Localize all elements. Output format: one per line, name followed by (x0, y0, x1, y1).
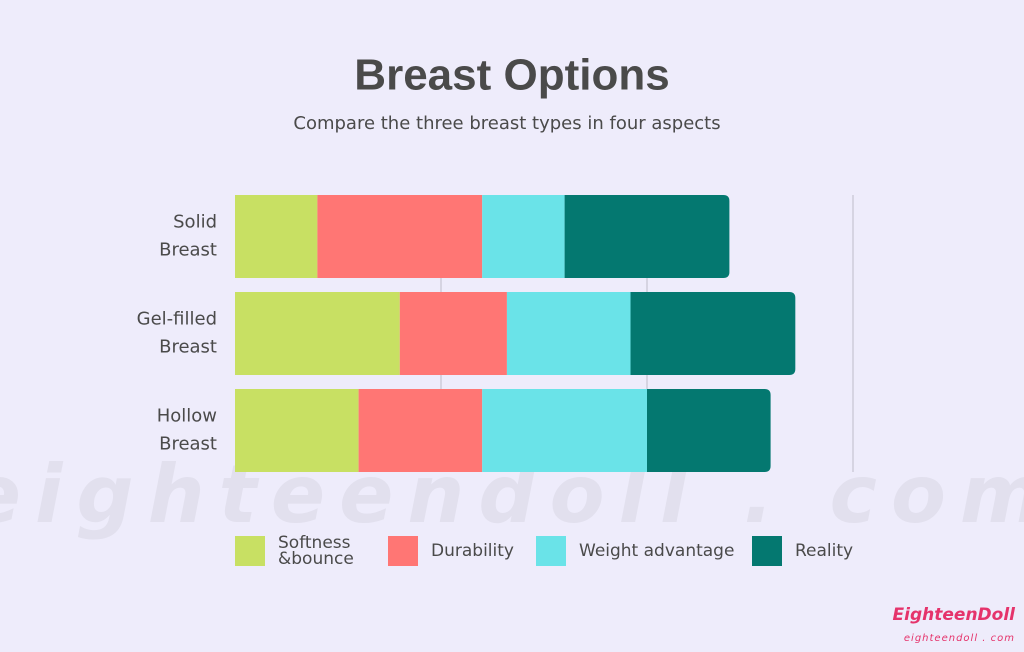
y-tick-label: Gel-filled Breast (137, 309, 217, 358)
bar-segment (482, 389, 647, 472)
y-tick-label: Solid Breast (159, 212, 217, 261)
bar-segment (235, 389, 359, 472)
chart-subtitle: Compare the three breast types in four a… (293, 113, 720, 134)
legend-label: Reality (795, 541, 853, 561)
bar-segment (564, 195, 730, 278)
chart-title: Breast Options (354, 51, 669, 100)
legend-label: Softness &bounce (278, 533, 354, 569)
logo-name: EighteenDoll (893, 605, 1017, 625)
bar-segment (358, 389, 483, 472)
bar-segment (235, 195, 318, 278)
legend-swatch (388, 536, 418, 566)
bar-segment (647, 389, 771, 472)
y-tick-label: Hollow Breast (157, 406, 217, 455)
bar-segment (630, 292, 796, 375)
legend-label: Weight advantage (579, 541, 734, 561)
bar-segment (506, 292, 631, 375)
legend-swatch (536, 536, 566, 566)
bar-segment (317, 195, 483, 278)
bar-segment (482, 195, 565, 278)
legend-swatch (752, 536, 782, 566)
logo-url: eighteendoll . com (904, 633, 1015, 644)
bar-segment (399, 292, 507, 375)
legend-swatch (235, 536, 265, 566)
bar-segment (235, 292, 400, 375)
legend-label: Durability (431, 541, 514, 561)
